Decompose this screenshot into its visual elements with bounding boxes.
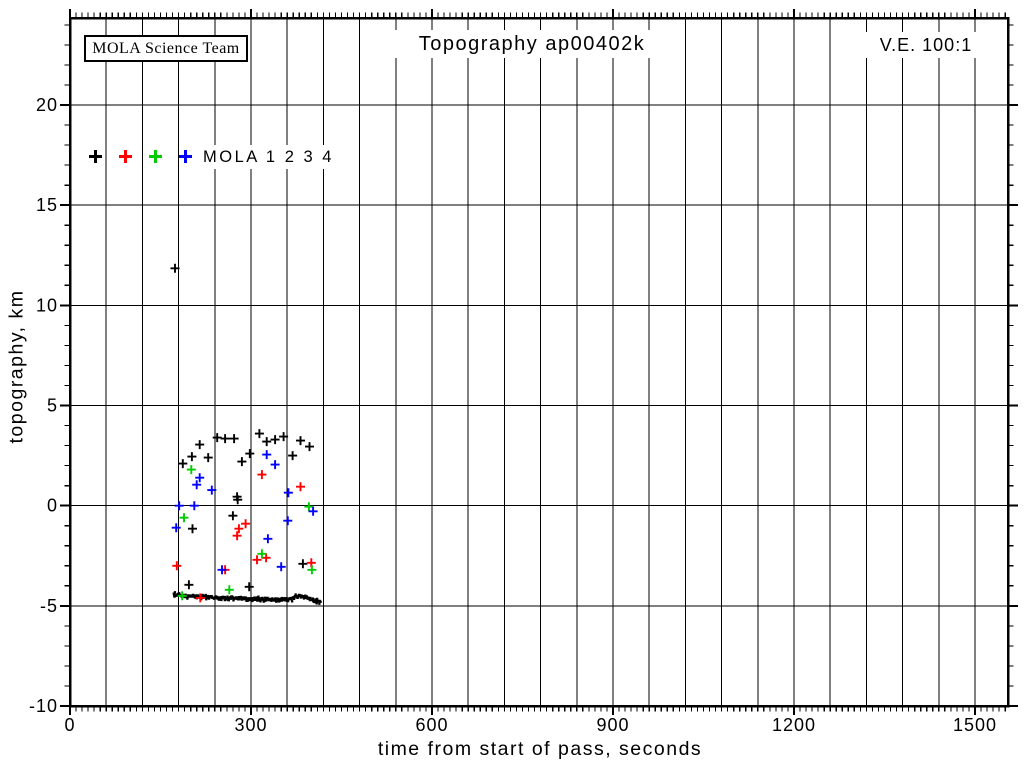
chart-title: Topography ap00402k (382, 30, 682, 58)
mola-science-team-label: MOLA Science Team (92, 40, 240, 57)
svg-text:0: 0 (47, 496, 58, 516)
svg-text:20: 20 (36, 95, 58, 115)
legend-marker-mola-2 (119, 150, 132, 163)
svg-text:0: 0 (64, 715, 75, 735)
vertical-exaggeration-label: V.E. 100:1 (860, 32, 992, 58)
y-axis-title: topography, km (5, 289, 28, 444)
svg-text:-5: -5 (40, 596, 58, 616)
svg-text:600: 600 (415, 715, 448, 735)
svg-text:5: 5 (47, 396, 58, 416)
legend-label: MOLA 1 2 3 4 (197, 145, 340, 169)
svg-text:900: 900 (596, 715, 629, 735)
legend-marker-mola-4 (179, 150, 192, 163)
svg-text:1200: 1200 (772, 715, 816, 735)
mola-science-team-box: MOLA Science Team (84, 35, 248, 62)
legend-marker-mola-3 (149, 150, 162, 163)
legend-marker-mola-1 (89, 150, 102, 163)
svg-text:15: 15 (36, 195, 58, 215)
svg-text:10: 10 (36, 295, 58, 315)
x-axis-title: time from start of pass, seconds (377, 738, 703, 760)
svg-text:1500: 1500 (953, 715, 997, 735)
svg-text:300: 300 (234, 715, 267, 735)
svg-text:-10: -10 (29, 696, 58, 716)
